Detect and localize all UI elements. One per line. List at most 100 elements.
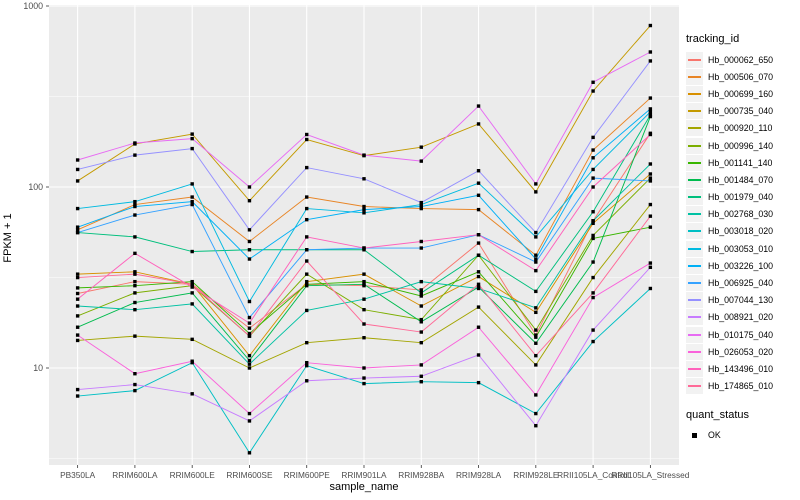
legend-item: Hb_003053_010 (686, 240, 798, 257)
data-point (476, 353, 481, 357)
data-point (534, 310, 538, 315)
data-point (247, 358, 252, 363)
data-point (476, 193, 481, 197)
data-point (190, 392, 194, 396)
legend-item-label: Hb_000920_110 (708, 123, 773, 134)
data-point (419, 320, 423, 324)
data-point (190, 146, 194, 151)
data-point (305, 248, 309, 252)
legend-item: Hb_000920_110 (686, 120, 798, 137)
x-tick-label: RRIM901LA (341, 470, 387, 480)
legend-item-label: Hb_007044_130 (708, 295, 774, 306)
legend-line-key (686, 51, 703, 68)
data-point (648, 265, 653, 270)
legend-title-tracking-id: tracking_id (686, 33, 740, 45)
data-point (75, 275, 80, 280)
legend-item-label: Hb_006925_040 (708, 278, 774, 289)
data-point (476, 181, 481, 185)
data-point (534, 235, 538, 239)
data-point (419, 200, 423, 205)
data-point (305, 195, 309, 199)
data-point (591, 295, 595, 300)
legend-item: Hb_026053_020 (686, 343, 798, 360)
data-point (476, 241, 481, 245)
data-point (190, 291, 194, 295)
data-point (305, 206, 309, 211)
legend-line-key (686, 103, 703, 120)
legend-line-key (686, 326, 703, 343)
data-point (591, 236, 595, 241)
data-point (247, 419, 252, 423)
data-point (133, 235, 137, 239)
data-point (362, 336, 366, 340)
data-point (190, 302, 194, 306)
legend-line-key (686, 309, 703, 326)
data-point (591, 167, 595, 172)
data-point (305, 259, 309, 263)
data-point (648, 179, 653, 183)
legend-item-ok: OK (686, 427, 798, 444)
y-tick-label: 1000 (23, 1, 43, 11)
data-point (648, 202, 653, 207)
x-tick-label: RRII105LA_Stressed (611, 470, 689, 480)
data-point (75, 179, 80, 183)
data-point (419, 291, 423, 295)
data-point (591, 156, 595, 160)
x-axis-title: sample_name (329, 481, 399, 493)
x-tick-label: RRIM600SE (226, 470, 273, 480)
data-point (476, 305, 481, 309)
y-tick-label: 100 (28, 182, 43, 192)
x-tick-label: RRIM600LE (170, 470, 216, 480)
data-point (591, 275, 595, 280)
data-point (75, 333, 80, 337)
data-point (534, 411, 538, 416)
data-point (419, 159, 423, 163)
data-point (247, 451, 252, 455)
data-point (247, 353, 252, 358)
data-point (419, 246, 423, 250)
data-point (419, 204, 423, 209)
x-tick-label: RRIM600LA (112, 470, 158, 480)
data-point (476, 282, 481, 287)
data-point (190, 285, 194, 289)
legend-item-label: Hb_000062_650 (708, 54, 774, 65)
legend-item-label: Hb_003018_020 (708, 226, 774, 237)
data-point (305, 137, 309, 142)
data-point (419, 374, 423, 378)
data-point (190, 136, 194, 141)
data-point (648, 214, 653, 218)
legend-line-key (686, 292, 703, 309)
data-point (648, 286, 653, 291)
data-point (305, 217, 309, 222)
data-point (75, 297, 80, 301)
data-point (419, 330, 423, 334)
legend-item-label: Hb_001141_140 (708, 157, 773, 168)
quant-status-legend: quant_status OK (686, 409, 798, 444)
ok-square-point-key (686, 427, 703, 443)
data-point (648, 107, 653, 111)
legend-item: Hb_003226_100 (686, 257, 798, 274)
data-point (247, 228, 252, 232)
data-point (133, 279, 137, 284)
data-point (476, 270, 481, 274)
data-point (534, 257, 538, 261)
data-point (476, 274, 481, 279)
data-point (362, 177, 366, 181)
data-point (305, 308, 309, 313)
ok-label: OK (708, 430, 721, 441)
legend-line-key (686, 378, 703, 395)
data-point (648, 110, 653, 114)
legend-item: Hb_000506_070 (686, 68, 798, 85)
data-point (362, 207, 366, 212)
data-point (534, 253, 538, 257)
data-point (362, 272, 366, 276)
data-point (75, 225, 80, 229)
legend-item-label: Hb_000699_160 (708, 88, 774, 99)
legend-line-key (686, 223, 703, 240)
data-point (534, 182, 538, 186)
data-point (75, 314, 80, 318)
data-point (534, 393, 538, 397)
legend-item-label: Hb_003226_100 (708, 260, 774, 271)
data-point (75, 272, 80, 276)
x-tick-label: PB350LA (60, 470, 96, 480)
